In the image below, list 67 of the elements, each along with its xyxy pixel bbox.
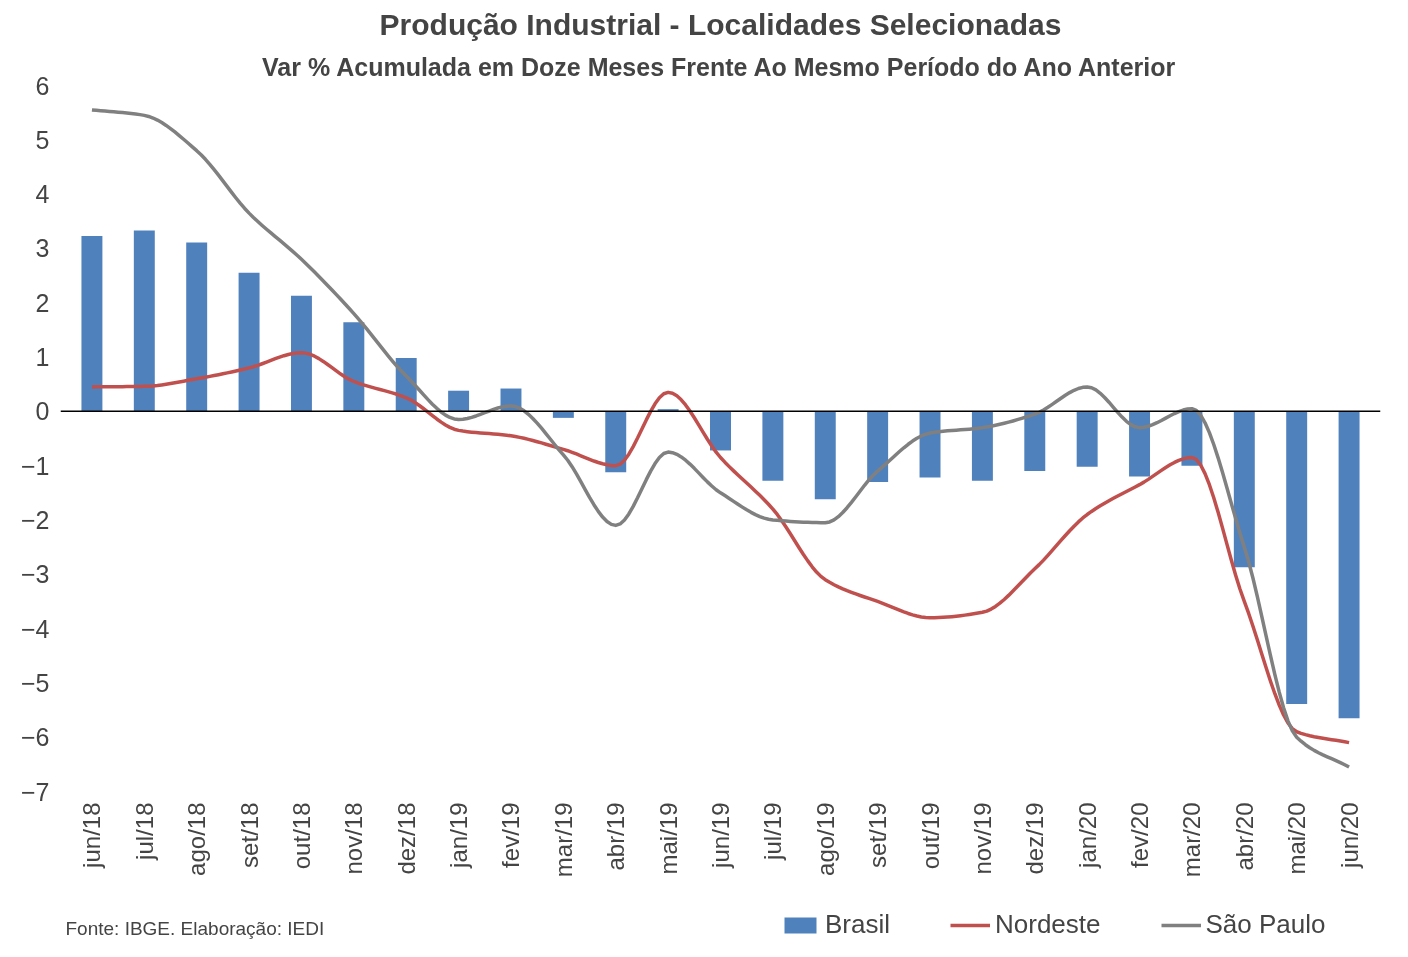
- chart-title: Produção Industrial - Localidades Selecionadas: [379, 7, 1062, 41]
- y-tick-label: 4: [35, 180, 50, 209]
- x-tick-label: fev/19: [497, 802, 525, 868]
- x-tick-label: jun/18: [78, 802, 106, 869]
- x-tick-label: fev/20: [1126, 802, 1154, 868]
- bar: [1181, 411, 1203, 466]
- x-tick-label: out/19: [916, 802, 944, 870]
- x-tick-label: jan/19: [445, 802, 473, 869]
- y-tick-label: 1: [35, 343, 50, 372]
- x-tick-label: ago/18: [183, 802, 211, 876]
- bar: [186, 242, 208, 412]
- x-tick-label: out/18: [287, 802, 315, 870]
- source-note: Fonte: IBGE. Elaboração: IEDI: [65, 917, 325, 939]
- bar: [605, 411, 627, 473]
- bar: [1286, 411, 1308, 705]
- y-tick-label: −7: [21, 777, 50, 806]
- legend-label: Nordeste: [995, 909, 1101, 940]
- bar: [657, 409, 679, 412]
- y-tick-label: 5: [35, 125, 50, 154]
- chart-subtitle: Var % Acumulada em Doze Meses Frente Ao Mesmo Período do Ano Anterior: [262, 52, 1176, 81]
- x-tick-label: jul/18: [130, 802, 158, 861]
- y-tick-label: −4: [21, 614, 50, 643]
- y-tick-label: −6: [21, 723, 50, 752]
- x-tick-label: mai/19: [654, 802, 682, 875]
- bar: [448, 390, 470, 412]
- x-tick-label: mar/19: [549, 802, 577, 878]
- x-tick-label: nov/18: [340, 802, 368, 875]
- bar: [1024, 411, 1046, 472]
- bar: [1076, 411, 1098, 467]
- x-tick-label: mai/20: [1283, 802, 1311, 875]
- legend-label: São Paulo: [1205, 909, 1326, 940]
- y-tick-label: 6: [35, 71, 50, 100]
- x-tick-label: jul/19: [759, 802, 787, 861]
- bar: [710, 411, 731, 451]
- x-tick-label: jun/20: [1335, 802, 1363, 869]
- bar: [1129, 411, 1151, 477]
- bar: [1233, 411, 1255, 568]
- bar: [919, 411, 941, 478]
- x-tick-label: abr/19: [602, 802, 630, 871]
- x-tick-label: ago/19: [811, 802, 839, 876]
- x-tick-label: abr/20: [1230, 802, 1258, 871]
- y-tick-label: 3: [35, 234, 50, 263]
- x-tick-label: jan/20: [1073, 802, 1101, 869]
- x-tick-label: nov/19: [968, 802, 996, 875]
- x-tick-label: jun/19: [707, 802, 734, 869]
- y-tick-label: −5: [21, 668, 50, 697]
- x-tick-label: set/19: [864, 802, 892, 868]
- bar: [971, 411, 993, 481]
- bar: [238, 272, 260, 412]
- legend-label: Brasil: [825, 909, 891, 940]
- x-tick-label: mar/20: [1178, 802, 1206, 878]
- bar: [762, 411, 784, 481]
- bar: [867, 411, 889, 482]
- x-tick-label: set/18: [235, 802, 263, 868]
- bar: [133, 230, 155, 412]
- bar: [814, 411, 836, 500]
- bar: [1338, 411, 1360, 719]
- y-tick-label: −2: [21, 505, 50, 534]
- x-tick-label: dez/18: [392, 802, 420, 875]
- x-tick-label: dez/19: [1021, 802, 1049, 875]
- bar: [343, 322, 365, 412]
- y-tick-label: −1: [21, 451, 50, 480]
- y-tick-label: −3: [21, 560, 50, 589]
- bar: [290, 295, 312, 412]
- y-tick-label: 0: [35, 397, 50, 426]
- y-tick-label: 2: [35, 288, 50, 317]
- bar: [81, 235, 103, 412]
